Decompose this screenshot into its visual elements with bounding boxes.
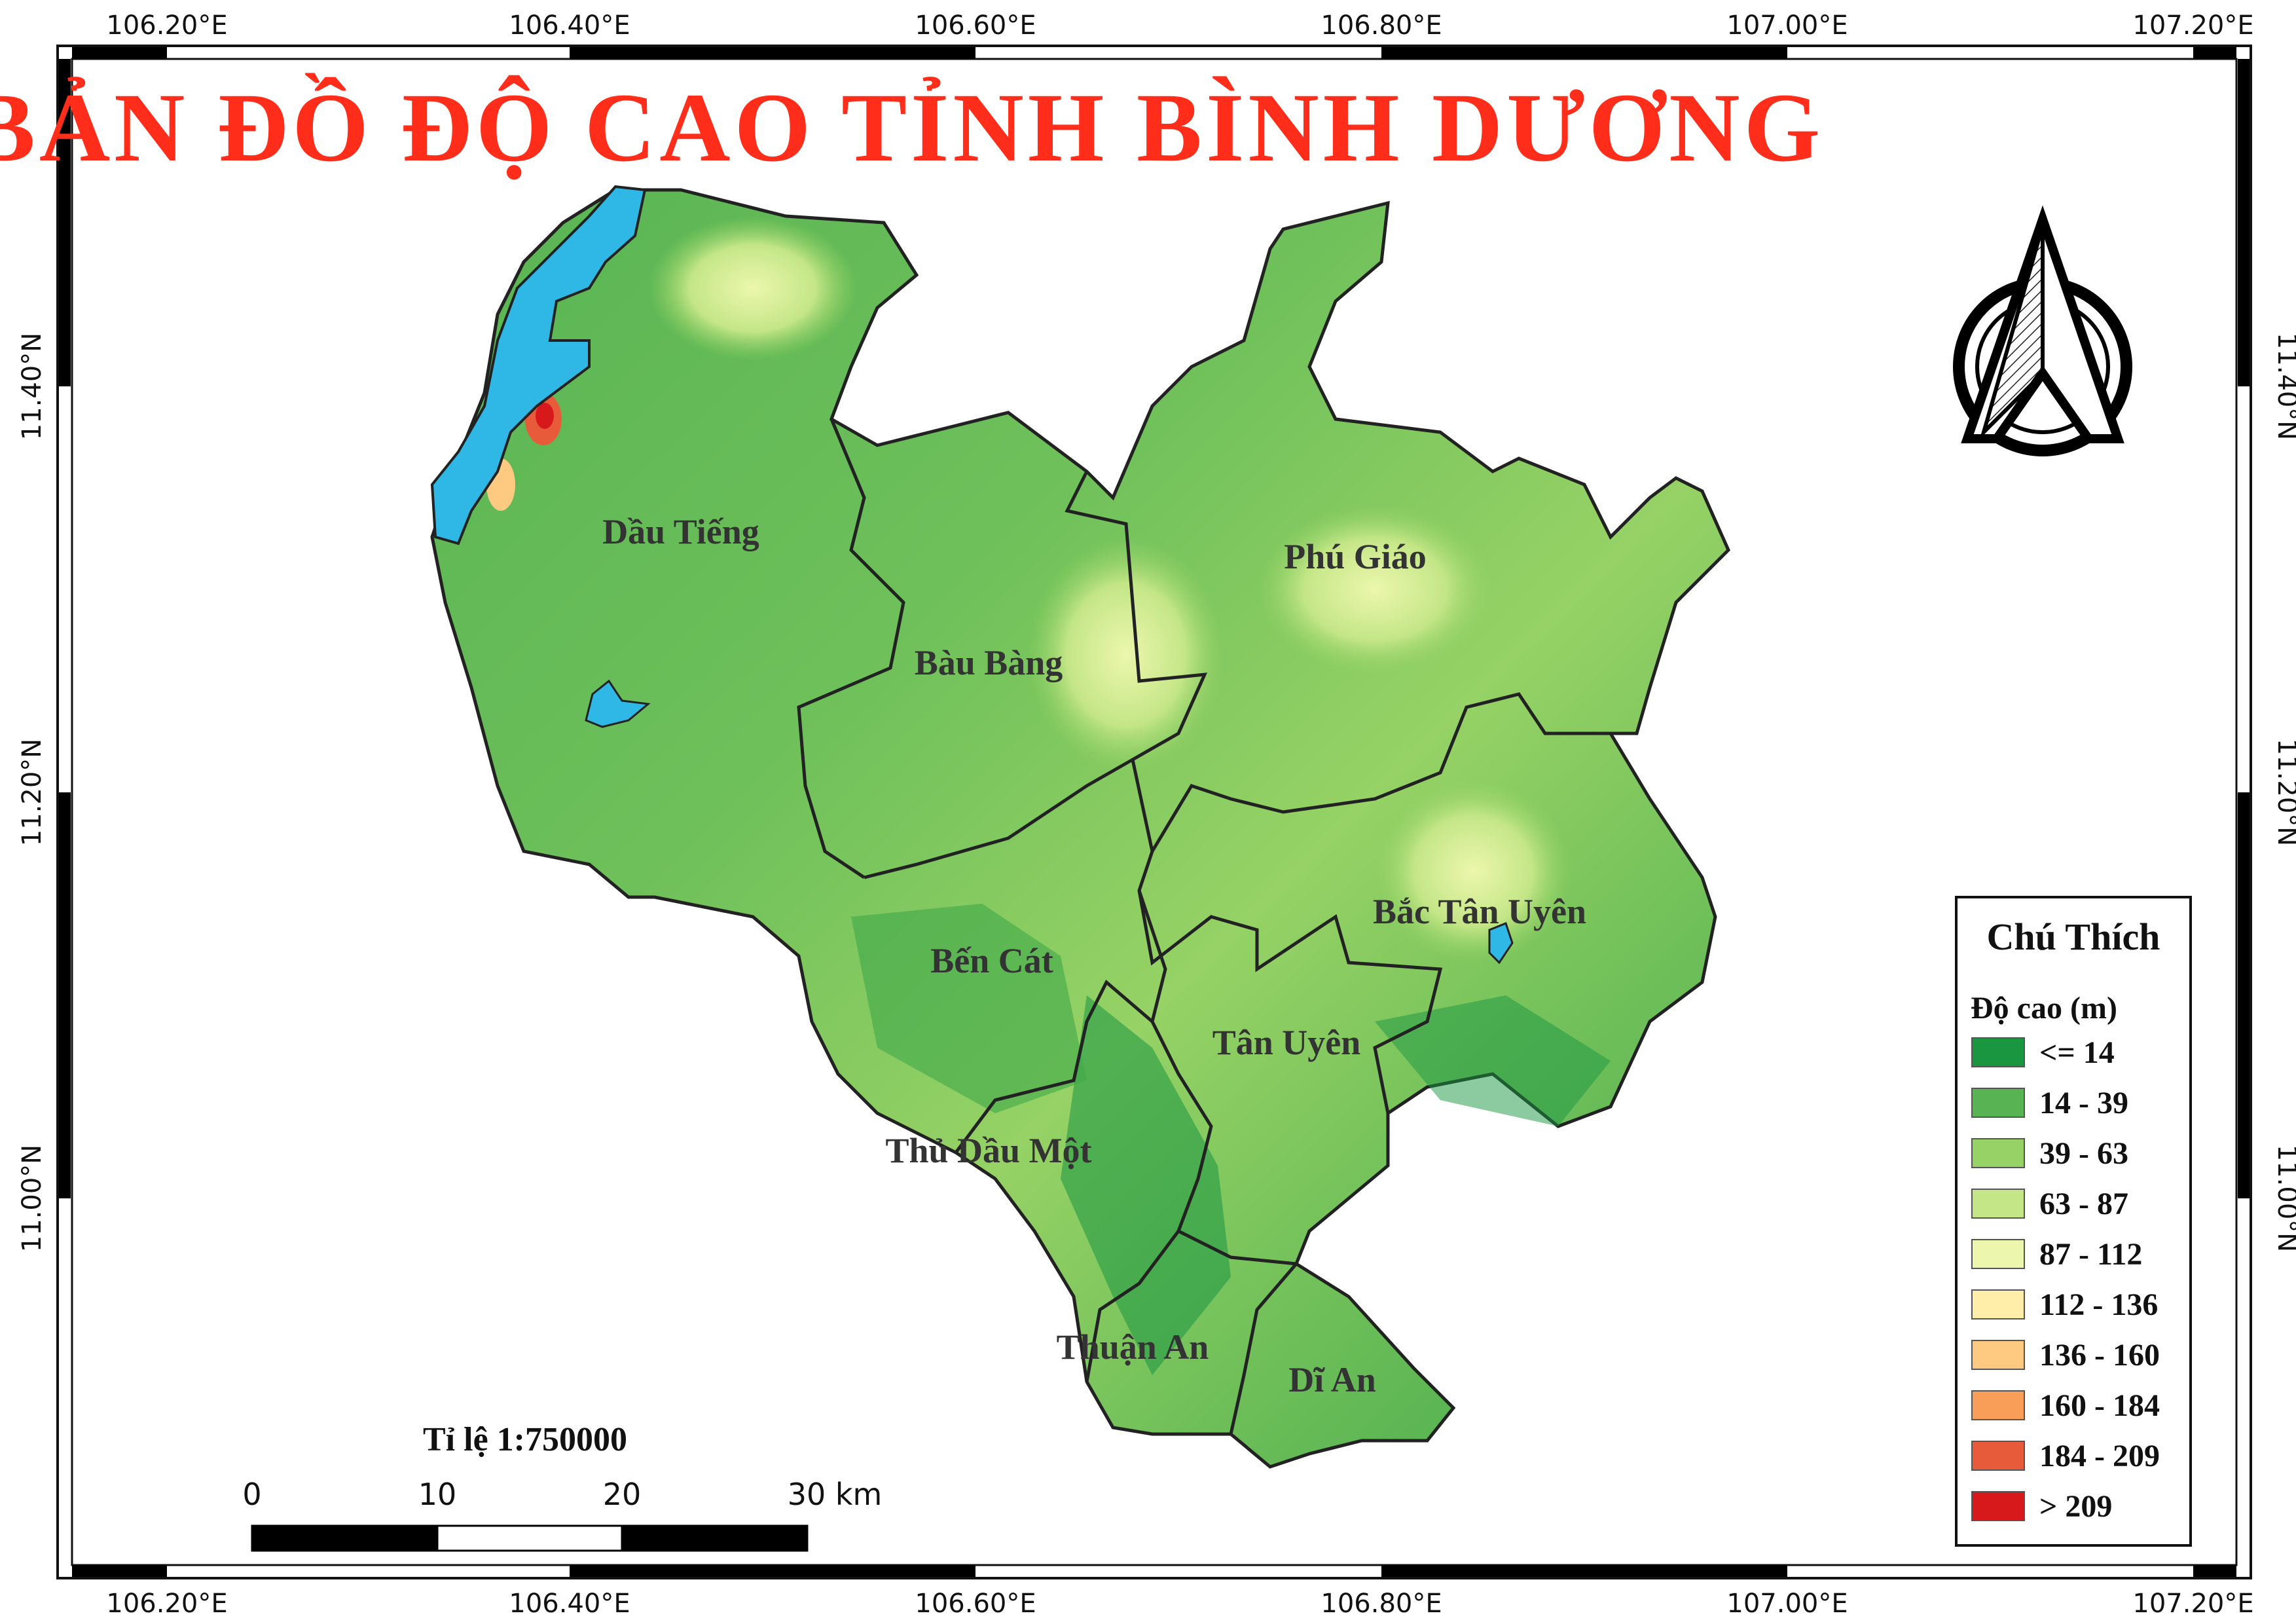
longitude-labels-top: 106.20°E 106.40°E 106.60°E 106.80°E 107.… bbox=[106, 10, 2253, 41]
highland-patch bbox=[1375, 779, 1571, 963]
boundary-line bbox=[1137, 890, 1297, 1266]
district-label: Bàu Bàng bbox=[915, 643, 1063, 682]
boundary-line bbox=[797, 418, 905, 879]
lon-label: 107.20°E bbox=[2132, 10, 2253, 41]
legend-label: 184 - 209 bbox=[2039, 1439, 2160, 1473]
lon-label: 107.00°E bbox=[1726, 1589, 1848, 1619]
district-label: Dĩ An bbox=[1288, 1360, 1376, 1399]
boundary-line bbox=[864, 758, 1134, 879]
lon-label: 106.20°E bbox=[106, 1589, 227, 1619]
scale-segment bbox=[621, 1524, 809, 1552]
legend-swatch bbox=[1971, 1138, 2025, 1168]
legend-swatch bbox=[1971, 1037, 2025, 1067]
highland-patch bbox=[648, 216, 858, 360]
map-inner-frame bbox=[71, 58, 2238, 1566]
lowland-strip bbox=[851, 904, 1087, 1113]
district-label: Bến Cát bbox=[930, 941, 1053, 980]
north-arrow-icon bbox=[1953, 205, 2132, 456]
lon-label: 106.20°E bbox=[106, 10, 227, 41]
peak-area bbox=[536, 403, 554, 429]
lowland-strip bbox=[1375, 995, 1611, 1126]
water-bodies bbox=[430, 185, 1514, 965]
scale-tick: 0 bbox=[242, 1477, 261, 1512]
legend-label: 136 - 160 bbox=[2039, 1338, 2160, 1373]
lon-label: 106.80°E bbox=[1321, 1589, 1442, 1619]
lon-label: 107.00°E bbox=[1726, 10, 1848, 41]
legend-swatch bbox=[1971, 1239, 2025, 1269]
lon-label: 106.40°E bbox=[509, 10, 630, 41]
legend-swatch bbox=[1971, 1088, 2025, 1118]
boundary-line bbox=[1229, 1263, 1298, 1435]
lon-label: 106.40°E bbox=[509, 1589, 630, 1619]
dau-tieng-reservoir bbox=[430, 185, 647, 545]
lat-label: 11.20°N bbox=[17, 739, 47, 846]
district-label: Dầu Tiếng bbox=[602, 512, 759, 551]
scale-title: Tỉ lệ 1:750000 bbox=[423, 1421, 627, 1458]
lowland-strip bbox=[1061, 995, 1231, 1375]
boundary-line bbox=[1065, 470, 1208, 852]
lat-label: 11.00°N bbox=[2272, 1145, 2296, 1252]
legend-label: 14 - 39 bbox=[2039, 1086, 2128, 1120]
district-label: Thủ Dầu Một bbox=[885, 1131, 1091, 1170]
scale-segment bbox=[251, 1524, 439, 1552]
district-label: Bắc Tân Uyên bbox=[1373, 892, 1586, 931]
legend-swatch bbox=[1971, 1189, 2025, 1219]
legend-title: Chú Thích bbox=[1987, 915, 2160, 958]
district-label: Phú Giáo bbox=[1284, 537, 1427, 576]
legend-swatch bbox=[1971, 1340, 2025, 1370]
legend-subtitle: Độ cao (m) bbox=[1971, 991, 2117, 1025]
legend-swatch bbox=[1971, 1441, 2025, 1471]
map-title: BẢN ĐỒ ĐỘ CAO TỈNH BÌNH DƯƠNG bbox=[0, 72, 1824, 182]
boundary-line bbox=[1085, 1230, 1180, 1382]
legend-label: 39 - 63 bbox=[2039, 1136, 2128, 1171]
legend-label: 160 - 184 bbox=[2039, 1388, 2160, 1423]
scale-tick: 30 km bbox=[788, 1477, 883, 1512]
small-lake bbox=[1488, 922, 1514, 965]
district-label: Tân Uyên bbox=[1212, 1023, 1361, 1062]
graticule-border bbox=[59, 47, 2250, 1577]
province-terrain bbox=[430, 188, 1730, 1469]
scale-segment bbox=[436, 1524, 623, 1552]
legend-label: <= 14 bbox=[2039, 1035, 2115, 1070]
small-lake bbox=[585, 679, 651, 728]
legend-label: 63 - 87 bbox=[2039, 1187, 2128, 1221]
legend-swatch bbox=[1971, 1390, 2025, 1420]
lon-label: 106.60°E bbox=[915, 1589, 1036, 1619]
boundary-line bbox=[955, 980, 1154, 1154]
legend-label: > 209 bbox=[2039, 1489, 2112, 1524]
district-boundaries bbox=[797, 418, 1611, 1435]
latitude-labels: 11.40°N 11.20°N 11.00°N 11.40°N 11.20°N … bbox=[17, 333, 2296, 1252]
legend-label: 112 - 136 bbox=[2039, 1287, 2158, 1322]
scale-tick: 20 bbox=[603, 1477, 642, 1512]
scale-bar: Tỉ lệ 1:750000 0 10 20 30 km bbox=[242, 1421, 883, 1552]
lat-label: 11.40°N bbox=[17, 333, 47, 440]
scale-tick: 10 bbox=[418, 1477, 457, 1512]
lat-label: 11.20°N bbox=[2272, 739, 2296, 846]
lat-label: 11.40°N bbox=[2272, 333, 2296, 440]
highland-patch bbox=[1028, 537, 1224, 773]
lon-label: 107.20°E bbox=[2132, 1589, 2253, 1619]
lon-label: 106.80°E bbox=[1321, 10, 1442, 41]
district-label: Thuận An bbox=[1057, 1327, 1209, 1367]
highland-patch bbox=[1257, 504, 1493, 674]
legend-swatch bbox=[1971, 1289, 2025, 1320]
legend-swatch bbox=[1971, 1491, 2025, 1521]
boundary-line bbox=[1150, 692, 1611, 853]
lon-label: 106.60°E bbox=[915, 10, 1036, 41]
legend: Chú Thích Độ cao (m) <= 14 14 - 39 39 - 63… bbox=[1955, 896, 2192, 1547]
boundary-line bbox=[1137, 851, 1443, 1114]
legend-box bbox=[1955, 896, 2192, 1547]
legend-items: <= 14 14 - 39 39 - 63 63 - 87 87 - 112 112 - … bbox=[1971, 1035, 2160, 1524]
district-labels: Dầu Tiếng Bàu Bàng Phú Giáo Bắc Tân Uyên… bbox=[602, 512, 1586, 1399]
lat-label: 11.00°N bbox=[17, 1145, 47, 1252]
longitude-labels-bottom: 106.20°E 106.40°E 106.60°E 106.80°E 107.… bbox=[106, 1589, 2253, 1619]
legend-label: 87 - 112 bbox=[2039, 1237, 2142, 1272]
